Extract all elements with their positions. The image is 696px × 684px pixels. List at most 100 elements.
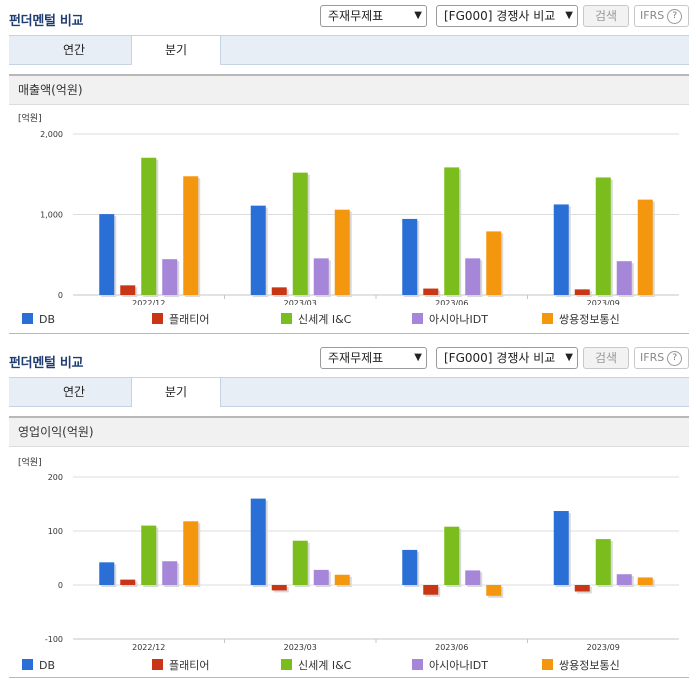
- x-category-label: 2023/06: [435, 299, 468, 305]
- legend-item[interactable]: 쌍용정보통신: [542, 658, 620, 674]
- legend-item[interactable]: 아시아나IDT: [412, 312, 488, 328]
- bar-DB: [250, 205, 266, 295]
- peer-compare-select[interactable]: [FG000] 경쟁사 비교 ▼: [436, 347, 578, 369]
- y-tick-label: 100: [48, 527, 63, 536]
- y-tick-label: -100: [45, 635, 63, 644]
- search-button[interactable]: 검색: [583, 347, 629, 369]
- y-tick-label: 2,000: [40, 130, 63, 139]
- bar-신세계 I&C: [444, 526, 460, 585]
- x-category-label: 2023/03: [284, 643, 317, 652]
- chevron-down-icon: ▼: [414, 352, 422, 363]
- bar-쌍용정보통신: [486, 585, 502, 596]
- report-type-value: 주재무제표: [328, 351, 384, 365]
- x-category-label: 2023/06: [435, 643, 468, 652]
- bar-DB: [250, 498, 266, 585]
- legend-swatch: [152, 659, 163, 670]
- legend-label: 쌍용정보통신: [559, 659, 620, 672]
- bar-신세계 I&C: [141, 525, 157, 585]
- legend-item[interactable]: 플래티어: [152, 658, 209, 674]
- help-icon: ?: [667, 9, 683, 24]
- legend-label: 아시아나IDT: [429, 659, 488, 672]
- bar-신세계 I&C: [595, 539, 611, 585]
- legend-item[interactable]: DB: [22, 658, 55, 674]
- bar-DB: [553, 511, 569, 585]
- chart-title: 매출액(억원): [9, 76, 689, 105]
- bar-DB: [99, 562, 115, 585]
- report-type-select[interactable]: 주재무제표 ▼: [320, 347, 427, 369]
- panel-title: 펀더멘털 비교: [9, 356, 84, 371]
- ifrs-help-button[interactable]: IFRS?: [634, 347, 689, 369]
- legend-item[interactable]: 신세계 I&C: [281, 312, 351, 328]
- sales-bar-chart: [억원] 2,000 1,000 0 2022/12 2023/03 2023/06 2023…: [18, 112, 679, 305]
- ifrs-label: IFRS: [640, 9, 665, 22]
- bar-DB: [402, 218, 418, 295]
- bar-아시아나IDT: [162, 259, 178, 295]
- legend-item[interactable]: DB: [22, 312, 55, 328]
- peer-compare-select[interactable]: [FG000] 경쟁사 비교 ▼: [436, 5, 578, 27]
- chart-box: 매출액(억원) [억원] 2,000 1,000 0 2022/12 2023/03 202…: [9, 74, 689, 334]
- period-tabs: 연간 분기: [9, 377, 689, 407]
- y-tick-label: 0: [58, 581, 63, 590]
- search-button[interactable]: 검색: [583, 5, 629, 27]
- legend-label: 플래티어: [169, 313, 210, 326]
- bar-플래티어: [574, 289, 590, 295]
- legend-item[interactable]: 아시아나IDT: [412, 658, 488, 674]
- operating-profit-bar-chart: [억원] 200 100 0 -100 2022/12 2023/03 2023/06 2023…: [18, 456, 679, 652]
- fundamental-panel-operating-profit: 펀더멘털 비교 주재무제표 ▼ [FG000] 경쟁사 비교 ▼ 검색 IFRS…: [0, 342, 696, 684]
- bar-플래티어: [120, 579, 136, 585]
- ifrs-help-button[interactable]: IFRS?: [634, 5, 689, 27]
- bar-쌍용정보통신: [637, 577, 653, 585]
- tab-quarterly[interactable]: 분기: [131, 377, 221, 407]
- peer-compare-value: [FG000] 경쟁사 비교: [444, 351, 556, 365]
- bar-아시아나IDT: [465, 258, 481, 295]
- legend-swatch: [542, 313, 553, 324]
- bar-신세계 I&C: [292, 540, 308, 585]
- panel-header: 펀더멘털 비교 주재무제표 ▼ [FG000] 경쟁사 비교 ▼ 검색 IFRS…: [0, 342, 696, 376]
- bar-쌍용정보통신: [183, 176, 199, 295]
- chart-box: 영업이익(억원) [억원] 200 100 0 -100 2022/12 2023/03 20…: [9, 416, 689, 678]
- legend-label: 아시아나IDT: [429, 313, 488, 326]
- report-type-select[interactable]: 주재무제표 ▼: [320, 5, 427, 27]
- bar-쌍용정보통신: [334, 574, 350, 585]
- bar-플래티어: [423, 585, 439, 595]
- y-tick-label: 1,000: [40, 211, 63, 220]
- y-unit-label: [억원]: [18, 456, 42, 468]
- legend-item[interactable]: 플래티어: [152, 312, 209, 328]
- legend-item[interactable]: 신세계 I&C: [281, 658, 351, 674]
- legend-label: DB: [39, 659, 56, 672]
- tab-annual[interactable]: 연간: [62, 43, 86, 57]
- period-tabs: 연간 분기: [9, 35, 689, 65]
- bar-아시아나IDT: [162, 561, 178, 585]
- bar-신세계 I&C: [292, 172, 308, 295]
- legend-swatch: [412, 659, 423, 670]
- bar-플래티어: [423, 288, 439, 295]
- tab-quarterly[interactable]: 분기: [131, 35, 221, 65]
- chevron-down-icon: ▼: [565, 10, 573, 21]
- legend-swatch: [281, 659, 292, 670]
- chart-legend: DB 플래티어 신세계 I&C 아시아나IDT 쌍용정보통신: [22, 312, 682, 328]
- legend-label: DB: [39, 313, 56, 326]
- x-category-label: 2023/03: [284, 299, 317, 305]
- bar-플래티어: [120, 285, 136, 295]
- peer-compare-value: [FG000] 경쟁사 비교: [444, 9, 556, 23]
- bar-아시아나IDT: [465, 570, 481, 585]
- legend-swatch: [281, 313, 292, 324]
- x-category-label: 2022/12: [132, 643, 165, 652]
- legend-swatch: [542, 659, 553, 670]
- bar-플래티어: [271, 585, 287, 591]
- bar-DB: [402, 549, 418, 585]
- x-category-label: 2023/09: [587, 643, 620, 652]
- report-type-value: 주재무제표: [328, 9, 384, 23]
- legend-item[interactable]: 쌍용정보통신: [542, 312, 620, 328]
- chevron-down-icon: ▼: [565, 352, 573, 363]
- legend-swatch: [412, 313, 423, 324]
- legend-swatch: [152, 313, 163, 324]
- chevron-down-icon: ▼: [414, 10, 422, 21]
- tab-annual[interactable]: 연간: [62, 385, 86, 399]
- bar-쌍용정보통신: [334, 209, 350, 295]
- bar-DB: [99, 214, 115, 295]
- bar-쌍용정보통신: [183, 521, 199, 585]
- bar-플래티어: [574, 585, 590, 592]
- legend-swatch: [22, 313, 33, 324]
- bar-신세계 I&C: [141, 157, 157, 295]
